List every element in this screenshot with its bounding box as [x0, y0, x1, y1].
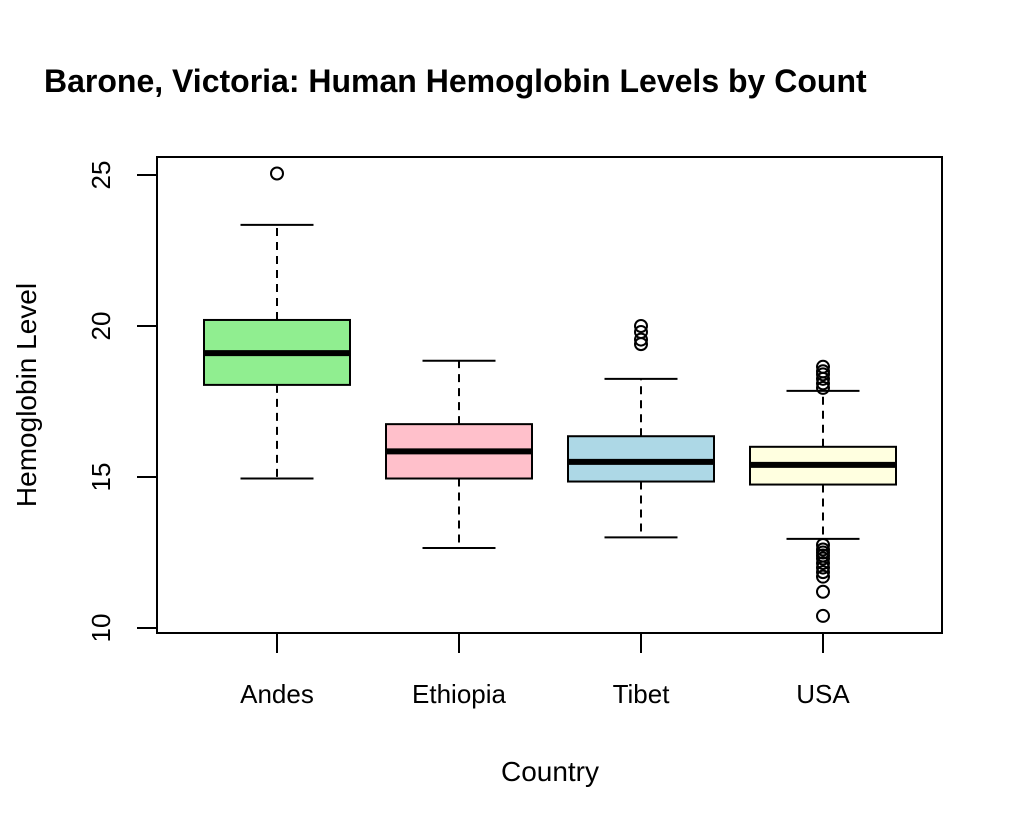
- x-tick-label: Tibet: [613, 679, 671, 709]
- outlier-point: [816, 376, 830, 391]
- outlier-point: [816, 371, 830, 386]
- x-tick-label: Ethiopia: [412, 679, 506, 709]
- x-axis: Andes Ethiopia Tibet USA: [240, 632, 850, 709]
- outlier-point: [816, 556, 830, 571]
- outlier-point: [634, 325, 648, 340]
- box-series: [203, 166, 897, 623]
- x-tick-label: USA: [796, 679, 850, 709]
- outlier-point: [816, 367, 830, 382]
- outlier-point: [816, 560, 830, 575]
- outlier-point: [634, 332, 648, 347]
- outlier-point: [270, 166, 284, 181]
- outlier-point: [816, 569, 830, 584]
- outlier-point: [634, 319, 648, 333]
- chart-title: Barone, Victoria: Human Hemoglobin Level…: [44, 63, 867, 99]
- x-tick-label: Andes: [240, 679, 314, 709]
- box-andes: [203, 166, 351, 480]
- outlier-point: [816, 565, 830, 580]
- outlier-point: [816, 608, 830, 623]
- box-ethiopia: [385, 359, 533, 549]
- outlier-point: [816, 551, 830, 566]
- y-tick-label: 25: [86, 161, 116, 190]
- outlier-point: [816, 537, 830, 552]
- box-usa: [749, 359, 897, 623]
- y-tick-label: 15: [86, 463, 116, 492]
- iqr-box: [567, 435, 715, 483]
- y-axis: 10 15 20 25: [86, 161, 158, 643]
- x-axis-label: Country: [501, 756, 599, 787]
- y-tick-label: 10: [86, 614, 116, 643]
- y-axis-label: Hemoglobin Level: [11, 283, 42, 507]
- box-tibet: [567, 319, 715, 539]
- outlier-point: [816, 584, 830, 599]
- y-tick-label: 20: [86, 312, 116, 341]
- outlier-point: [816, 380, 830, 395]
